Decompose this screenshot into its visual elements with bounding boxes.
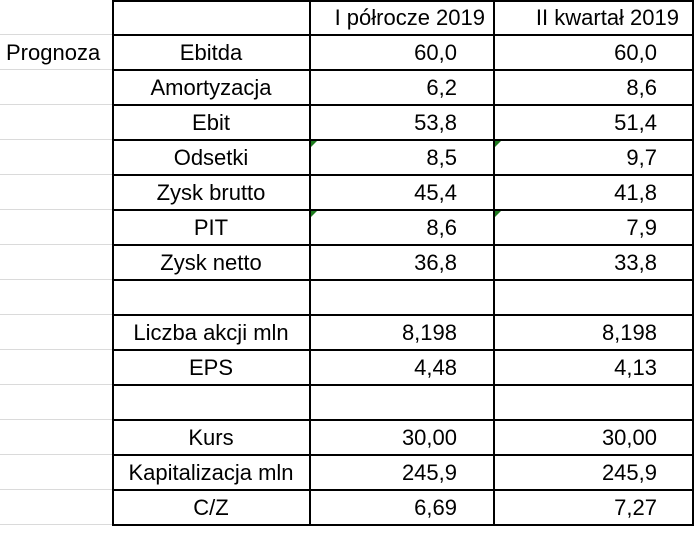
value-cell[interactable]: 60,0 (494, 35, 694, 70)
cell-a1[interactable] (0, 0, 113, 35)
table-border (112, 454, 694, 456)
table-border (309, 0, 311, 526)
cell-indicator-icon (495, 211, 501, 217)
section-label[interactable]: Prognoza (0, 35, 113, 70)
value-cell[interactable]: 245,9 (494, 455, 694, 490)
empty-cell[interactable] (0, 105, 113, 140)
row-label[interactable]: Amortyzacja (113, 70, 310, 105)
value-cell[interactable] (494, 385, 694, 420)
value-cell[interactable]: 45,4 (310, 175, 494, 210)
table-border-right (692, 0, 694, 526)
value-cell[interactable] (310, 280, 494, 315)
empty-cell[interactable] (0, 385, 113, 420)
table-border-left (112, 0, 114, 526)
table-border (493, 0, 495, 526)
table-border (112, 139, 694, 141)
row-label[interactable]: Kapitalizacja mln (113, 455, 310, 490)
value-cell[interactable]: 8,5 (310, 140, 494, 175)
value-cell[interactable]: 8,6 (310, 210, 494, 245)
empty-cell[interactable] (0, 175, 113, 210)
value-cell[interactable]: 8,198 (310, 315, 494, 350)
row-label[interactable]: Kurs (113, 420, 310, 455)
table-border (112, 104, 694, 106)
value-cell[interactable]: 51,4 (494, 105, 694, 140)
row-label[interactable]: PIT (113, 210, 310, 245)
value-cell[interactable]: 41,8 (494, 175, 694, 210)
table-border (112, 349, 694, 351)
value-cell[interactable]: 6,2 (310, 70, 494, 105)
value-cell[interactable]: 30,00 (494, 420, 694, 455)
empty-cell[interactable] (0, 420, 113, 455)
value-cell[interactable]: 36,8 (310, 245, 494, 280)
cell-indicator-icon (495, 141, 501, 147)
table-border-top (112, 0, 694, 2)
empty-cell[interactable] (0, 245, 113, 280)
row-label[interactable]: Liczba akcji mln (113, 315, 310, 350)
header-col-d[interactable]: II kwartał 2019 (494, 0, 694, 35)
cell-indicator-icon (311, 141, 317, 147)
empty-cell[interactable] (0, 350, 113, 385)
table-border (112, 314, 694, 316)
value-cell[interactable]: 8,6 (494, 70, 694, 105)
row-label[interactable] (113, 280, 310, 315)
value-cell[interactable]: 7,27 (494, 490, 694, 525)
table-border (112, 419, 694, 421)
header-col-c[interactable]: I półrocze 2019 (310, 0, 494, 35)
empty-cell[interactable] (0, 140, 113, 175)
table-border (112, 279, 694, 281)
row-label[interactable]: C/Z (113, 490, 310, 525)
value-cell[interactable]: 8,198 (494, 315, 694, 350)
value-cell[interactable]: 33,8 (494, 245, 694, 280)
value-cell[interactable]: 60,0 (310, 35, 494, 70)
empty-cell[interactable] (0, 455, 113, 490)
table-border (112, 174, 694, 176)
row-label[interactable]: Ebit (113, 105, 310, 140)
table-border (112, 69, 694, 71)
table-border-bottom (112, 524, 694, 526)
value-cell[interactable] (494, 280, 694, 315)
row-label[interactable] (113, 385, 310, 420)
row-label[interactable]: EPS (113, 350, 310, 385)
value-cell[interactable]: 4,48 (310, 350, 494, 385)
cell-indicator-icon (311, 211, 317, 217)
table-border (112, 384, 694, 386)
row-label[interactable]: Zysk brutto (113, 175, 310, 210)
empty-cell[interactable] (0, 315, 113, 350)
row-label[interactable]: Zysk netto (113, 245, 310, 280)
value-cell[interactable]: 9,7 (494, 140, 694, 175)
value-cell[interactable] (310, 385, 494, 420)
empty-cell[interactable] (0, 210, 113, 245)
value-cell[interactable]: 53,8 (310, 105, 494, 140)
empty-cell[interactable] (0, 490, 113, 525)
cell-b1[interactable] (113, 0, 310, 35)
table-border (112, 34, 694, 36)
table-border (112, 209, 694, 211)
empty-cell[interactable] (0, 280, 113, 315)
table-border (112, 244, 694, 246)
empty-cell[interactable] (0, 70, 113, 105)
table-border (112, 489, 694, 491)
value-cell[interactable]: 6,69 (310, 490, 494, 525)
value-cell[interactable]: 4,13 (494, 350, 694, 385)
value-cell[interactable]: 245,9 (310, 455, 494, 490)
row-label[interactable]: Odsetki (113, 140, 310, 175)
value-cell[interactable]: 7,9 (494, 210, 694, 245)
row-label[interactable]: Ebitda (113, 35, 310, 70)
value-cell[interactable]: 30,00 (310, 420, 494, 455)
